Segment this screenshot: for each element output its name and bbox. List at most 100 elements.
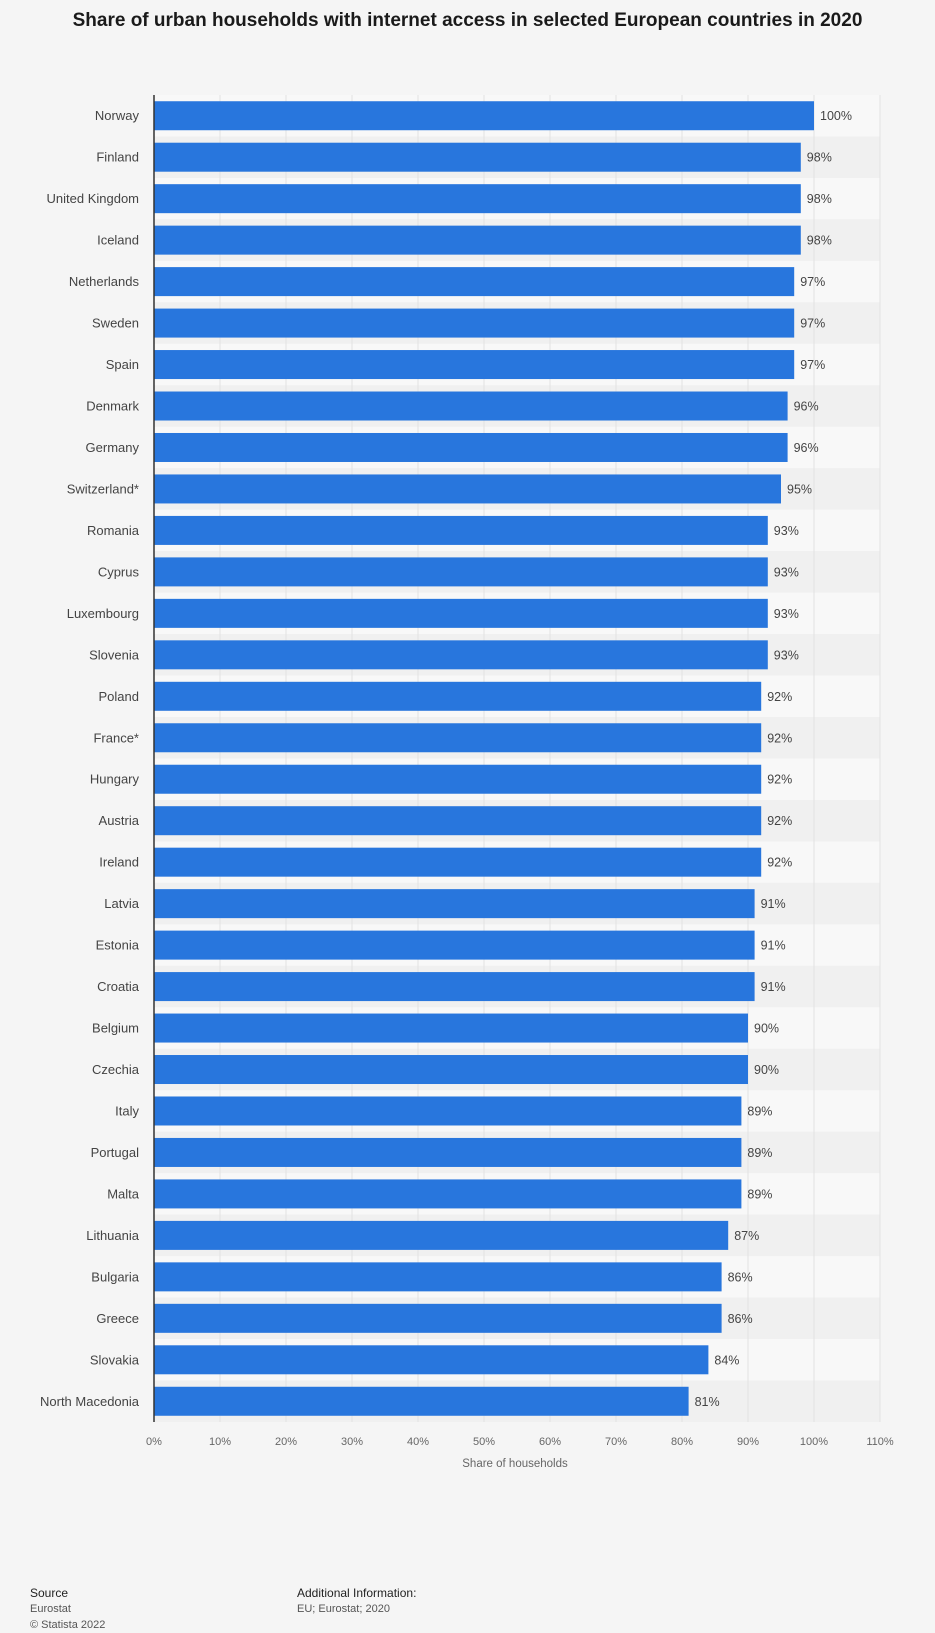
category-label: Greece <box>96 1311 139 1326</box>
category-label: Switzerland* <box>67 481 139 496</box>
bar <box>154 101 814 131</box>
data-label: 90% <box>754 1022 779 1036</box>
bar <box>154 1096 742 1126</box>
bar-chart: 0% 10% 20% 30% 40% 50% 60% 70% 80% 90% 100% 110% Nor… <box>40 95 894 1470</box>
bar <box>154 515 768 545</box>
category-label: Lithuania <box>86 1228 140 1243</box>
bar <box>154 1179 742 1209</box>
category-label: Czechia <box>92 1062 140 1077</box>
data-label: 98% <box>807 151 832 165</box>
data-label: 100% <box>820 109 852 123</box>
category-label: Norway <box>95 108 140 123</box>
category-label: Austria <box>99 813 140 828</box>
bar <box>154 889 755 919</box>
bar <box>154 598 768 628</box>
data-label: 89% <box>747 1187 772 1201</box>
data-label: 96% <box>794 441 819 455</box>
data-label: 84% <box>714 1353 739 1367</box>
x-tick-label: 110% <box>866 1436 894 1448</box>
x-tick-label: 70% <box>605 1436 627 1448</box>
source-heading: Source <box>30 1586 69 1600</box>
info-text: EU; Eurostat; 2020 <box>297 1603 390 1615</box>
x-tick-label: 60% <box>539 1436 561 1448</box>
category-label: France* <box>93 730 139 745</box>
x-tick-label: 100% <box>800 1436 828 1448</box>
category-label: Croatia <box>97 979 140 994</box>
x-axis-label: Share of households <box>462 1458 568 1470</box>
bar <box>154 557 768 587</box>
bar <box>154 1220 729 1250</box>
data-label: 97% <box>800 358 825 372</box>
bar <box>154 640 768 670</box>
bar <box>154 764 762 794</box>
category-label: Hungary <box>90 772 140 787</box>
bar <box>154 681 762 711</box>
data-label: 89% <box>747 1146 772 1160</box>
category-label: Netherlands <box>69 274 140 289</box>
x-tick-label: 80% <box>671 1436 693 1448</box>
bar <box>154 930 755 960</box>
data-label: 91% <box>761 939 786 953</box>
x-tick-label: 0% <box>146 1436 162 1448</box>
category-label: Italy <box>115 1103 139 1118</box>
bar <box>154 1303 722 1333</box>
category-label: North Macedonia <box>40 1394 140 1409</box>
category-label: Bulgaria <box>91 1269 139 1284</box>
bar <box>154 184 801 214</box>
source-text: Eurostat <box>30 1603 71 1615</box>
data-label: 92% <box>767 856 792 870</box>
category-label: United Kingdom <box>47 191 140 206</box>
chart-title: Share of urban households with internet … <box>72 10 863 31</box>
data-label: 90% <box>754 1063 779 1077</box>
bar <box>154 308 795 338</box>
bar <box>154 391 788 421</box>
x-tick-label: 10% <box>209 1436 231 1448</box>
additional-info: Additional Information: EU; Eurostat; 20… <box>297 1585 416 1617</box>
bar <box>154 350 795 380</box>
data-label: 87% <box>734 1229 759 1243</box>
bar <box>154 1262 722 1292</box>
bar <box>154 225 801 255</box>
x-tick-label: 40% <box>407 1436 429 1448</box>
data-label: 96% <box>794 400 819 414</box>
data-label: 92% <box>767 814 792 828</box>
data-label: 92% <box>767 731 792 745</box>
x-tick-label: 30% <box>341 1436 363 1448</box>
bar <box>154 806 762 836</box>
bar <box>154 1013 748 1043</box>
data-label: 93% <box>774 524 799 538</box>
category-label: Latvia <box>104 896 139 911</box>
category-label: Spain <box>106 357 139 372</box>
category-label: Slovakia <box>90 1352 140 1367</box>
bar <box>154 267 795 297</box>
data-label: 91% <box>761 980 786 994</box>
category-label: Denmark <box>86 399 139 414</box>
data-label: 91% <box>761 897 786 911</box>
data-label: 92% <box>767 690 792 704</box>
category-label: Sweden <box>92 316 139 331</box>
data-label: 93% <box>774 607 799 621</box>
data-label: 98% <box>807 234 832 248</box>
bar <box>154 972 755 1002</box>
x-tick-label: 50% <box>473 1436 495 1448</box>
category-label: Finland <box>96 150 139 165</box>
data-label: 86% <box>728 1270 753 1284</box>
bar <box>154 142 801 172</box>
category-label: Estonia <box>96 938 140 953</box>
data-label: 93% <box>774 648 799 662</box>
bar <box>154 1055 748 1085</box>
category-label: Portugal <box>91 1145 140 1160</box>
bar <box>154 432 788 462</box>
bar <box>154 1386 689 1416</box>
category-label: Malta <box>107 1186 140 1201</box>
bar <box>154 474 781 504</box>
bar <box>154 847 762 877</box>
category-label: Iceland <box>97 233 139 248</box>
data-label: 89% <box>747 1104 772 1118</box>
bar <box>154 1345 709 1375</box>
category-label: Germany <box>86 440 140 455</box>
category-label: Poland <box>99 689 139 704</box>
data-label: 86% <box>728 1312 753 1326</box>
bar <box>154 723 762 753</box>
info-heading: Additional Information: <box>297 1586 417 1600</box>
